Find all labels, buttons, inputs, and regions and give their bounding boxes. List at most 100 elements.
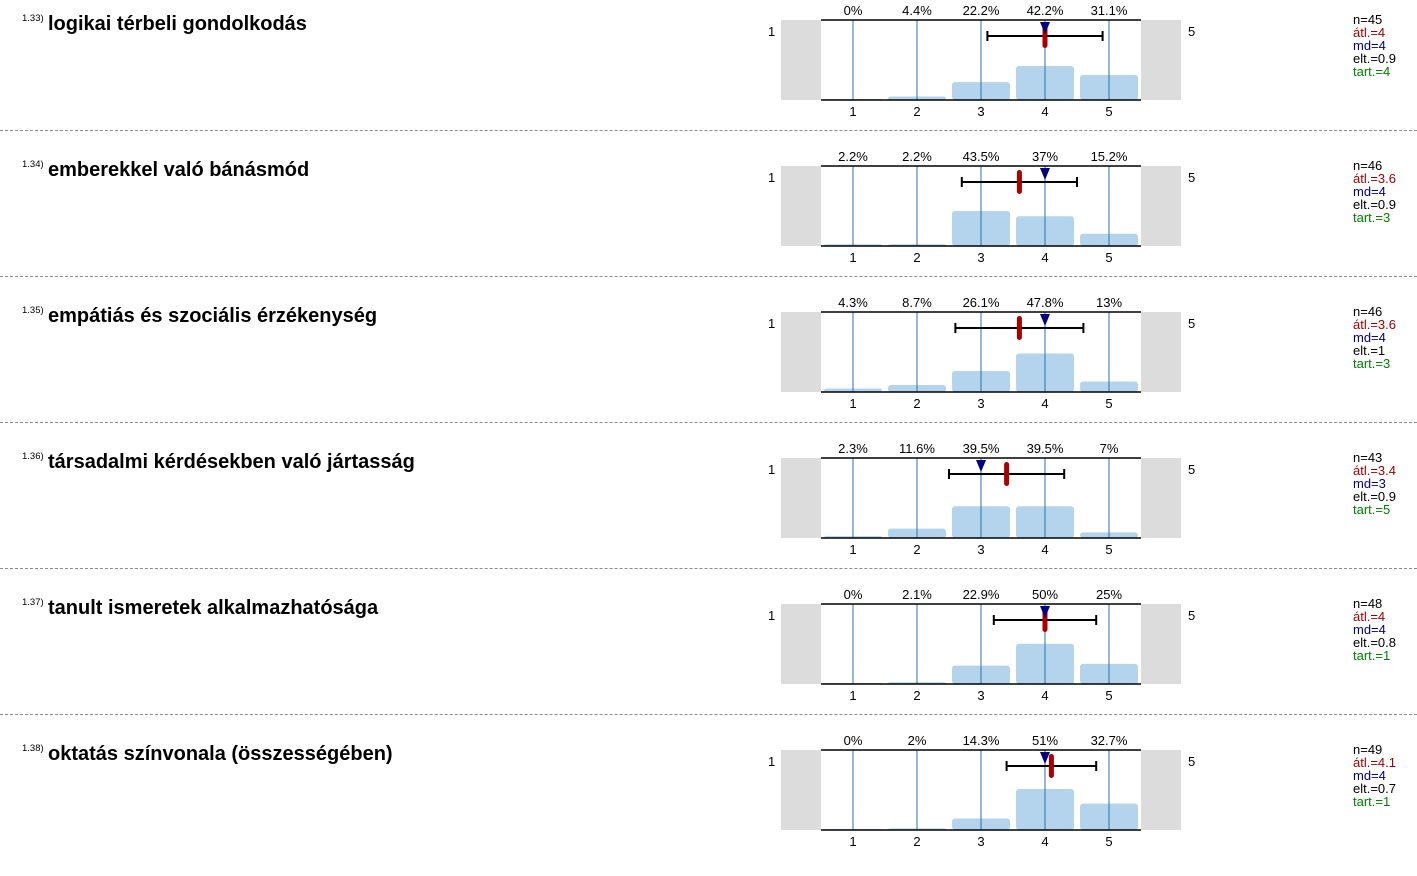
mean-marker xyxy=(1048,754,1054,778)
tick-label: 5 xyxy=(1105,542,1112,557)
tick-label: 3 xyxy=(977,834,984,849)
tick-label: 2 xyxy=(913,542,920,557)
median-marker xyxy=(1040,314,1050,326)
tick-label: 1 xyxy=(849,688,856,703)
tick-label: 2 xyxy=(913,250,920,265)
question-row: 1.38) oktatás színvonala (összességében) 1… xyxy=(0,730,1417,876)
stat-median: md=4 xyxy=(1353,184,1386,199)
percent-label: 4.3% xyxy=(838,295,868,310)
stat-median: md=4 xyxy=(1353,768,1386,783)
percent-label: 0% xyxy=(844,587,863,602)
scale-right-label: 5 xyxy=(1188,24,1195,39)
tick-label: 5 xyxy=(1105,104,1112,119)
scale-right-box xyxy=(1141,750,1181,830)
stat-tart: tart.=5 xyxy=(1353,502,1391,517)
stats-block: n=48 átl.=4 md=4 elt.=0.8 tart.=1 xyxy=(1353,597,1396,662)
scale-right-box xyxy=(1141,458,1181,538)
stat-median: md=4 xyxy=(1353,330,1386,345)
stat-mean: átl.=4 xyxy=(1353,609,1386,624)
question-number: 1.36) xyxy=(22,451,44,462)
percent-label: 2.2% xyxy=(838,149,868,164)
stat-tart: tart.=4 xyxy=(1353,64,1391,79)
percent-label: 37% xyxy=(1032,149,1058,164)
question-number: 1.33) xyxy=(22,13,44,24)
tick-label: 3 xyxy=(977,542,984,557)
scale-left-box xyxy=(781,750,821,830)
question-number: 1.34) xyxy=(22,159,44,170)
percent-label: 8.7% xyxy=(902,295,932,310)
percent-label: 22.9% xyxy=(963,587,1000,602)
stat-mean: átl.=4.1 xyxy=(1353,755,1397,770)
percent-label: 42.2% xyxy=(1027,3,1064,18)
percent-label: 26.1% xyxy=(963,295,1000,310)
median-marker xyxy=(976,460,986,472)
tick-label: 2 xyxy=(913,396,920,411)
percent-label: 31.1% xyxy=(1091,3,1128,18)
stat-n: n=43 xyxy=(1353,450,1383,465)
scale-left-box xyxy=(781,458,821,538)
tick-label: 4 xyxy=(1041,250,1048,265)
tick-label: 2 xyxy=(913,834,920,849)
stat-mean: átl.=4 xyxy=(1353,25,1386,40)
question-row: 1.35) empátiás és szociális érzékenység 1 5… xyxy=(0,292,1417,438)
scale-right-box xyxy=(1141,604,1181,684)
percent-label: 13% xyxy=(1096,295,1122,310)
tick-label: 1 xyxy=(849,834,856,849)
scale-left-box xyxy=(781,166,821,246)
tick-label: 3 xyxy=(977,250,984,265)
distribution-chart: 1 50% 2.1% 22.9% 50% 25%1 2 3 4 5 xyxy=(768,587,1195,703)
stats-block: n=45 átl.=4 md=4 elt.=0.9 tart.=4 xyxy=(1353,13,1396,78)
mean-marker xyxy=(1016,170,1022,194)
stats-block: n=49 átl.=4.1 md=4 elt.=0.7 tart.=1 xyxy=(1353,743,1396,808)
percent-label: 22.2% xyxy=(963,3,1000,18)
percent-label: 11.6% xyxy=(899,441,935,456)
stats-block: n=43 átl.=3.4 md=3 elt.=0.9 tart.=5 xyxy=(1353,451,1396,516)
stat-median: md=4 xyxy=(1353,38,1386,53)
stat-tart: tart.=1 xyxy=(1353,648,1391,663)
tick-label: 4 xyxy=(1041,396,1048,411)
median-marker xyxy=(1040,606,1050,618)
tick-label: 2 xyxy=(913,688,920,703)
question-row: 1.34) emberekkel való bánásmód 1 5 2.2% 2.2% 4… xyxy=(0,146,1417,292)
stats-block: n=46 átl.=3.6 md=4 elt.=1 tart.=3 xyxy=(1353,305,1396,370)
row-divider xyxy=(0,130,1417,131)
question-title: empátiás és szociális érzékenység xyxy=(48,305,378,327)
percent-label: 50% xyxy=(1032,587,1058,602)
stats-block: n=46 átl.=3.6 md=4 elt.=0.9 tart.=3 xyxy=(1353,159,1396,224)
scale-left-label: 1 xyxy=(768,24,775,39)
stat-median: md=4 xyxy=(1353,622,1386,637)
percent-label: 43.5% xyxy=(963,149,1000,164)
stat-mean: átl.=3.6 xyxy=(1353,317,1397,332)
tick-label: 3 xyxy=(977,104,984,119)
percent-label: 4.4% xyxy=(902,3,932,18)
question-title: logikai térbeli gondolkodás xyxy=(48,13,307,35)
stat-n: n=46 xyxy=(1353,158,1383,173)
percent-label: 39.5% xyxy=(1027,441,1064,456)
question-title: oktatás színvonala (összességében) xyxy=(48,743,393,765)
scale-right-box xyxy=(1141,312,1181,392)
scale-left-label: 1 xyxy=(768,608,775,623)
stat-mean: átl.=3.4 xyxy=(1353,463,1397,478)
scale-left-label: 1 xyxy=(768,170,775,185)
scale-left-box xyxy=(781,604,821,684)
median-marker xyxy=(1040,752,1050,764)
percent-label: 14.3% xyxy=(963,733,1000,748)
stat-mean: átl.=3.6 xyxy=(1353,171,1397,186)
tick-label: 2 xyxy=(913,104,920,119)
stat-median: md=3 xyxy=(1353,476,1386,491)
scale-right-box xyxy=(1141,166,1181,246)
percent-label: 2.2% xyxy=(902,149,932,164)
question-number: 1.35) xyxy=(22,305,44,316)
row-divider xyxy=(0,568,1417,569)
tick-label: 5 xyxy=(1105,688,1112,703)
question-title: tanult ismeretek alkalmazhatósága xyxy=(48,597,379,619)
percent-label: 32.7% xyxy=(1091,733,1128,748)
scale-right-label: 5 xyxy=(1188,316,1195,331)
tick-label: 1 xyxy=(849,250,856,265)
row-divider xyxy=(0,714,1417,715)
stat-tart: tart.=1 xyxy=(1353,794,1391,809)
scale-right-box xyxy=(1141,20,1181,100)
tick-label: 4 xyxy=(1041,104,1048,119)
percent-label: 2.3% xyxy=(838,441,868,456)
row-divider xyxy=(0,422,1417,423)
